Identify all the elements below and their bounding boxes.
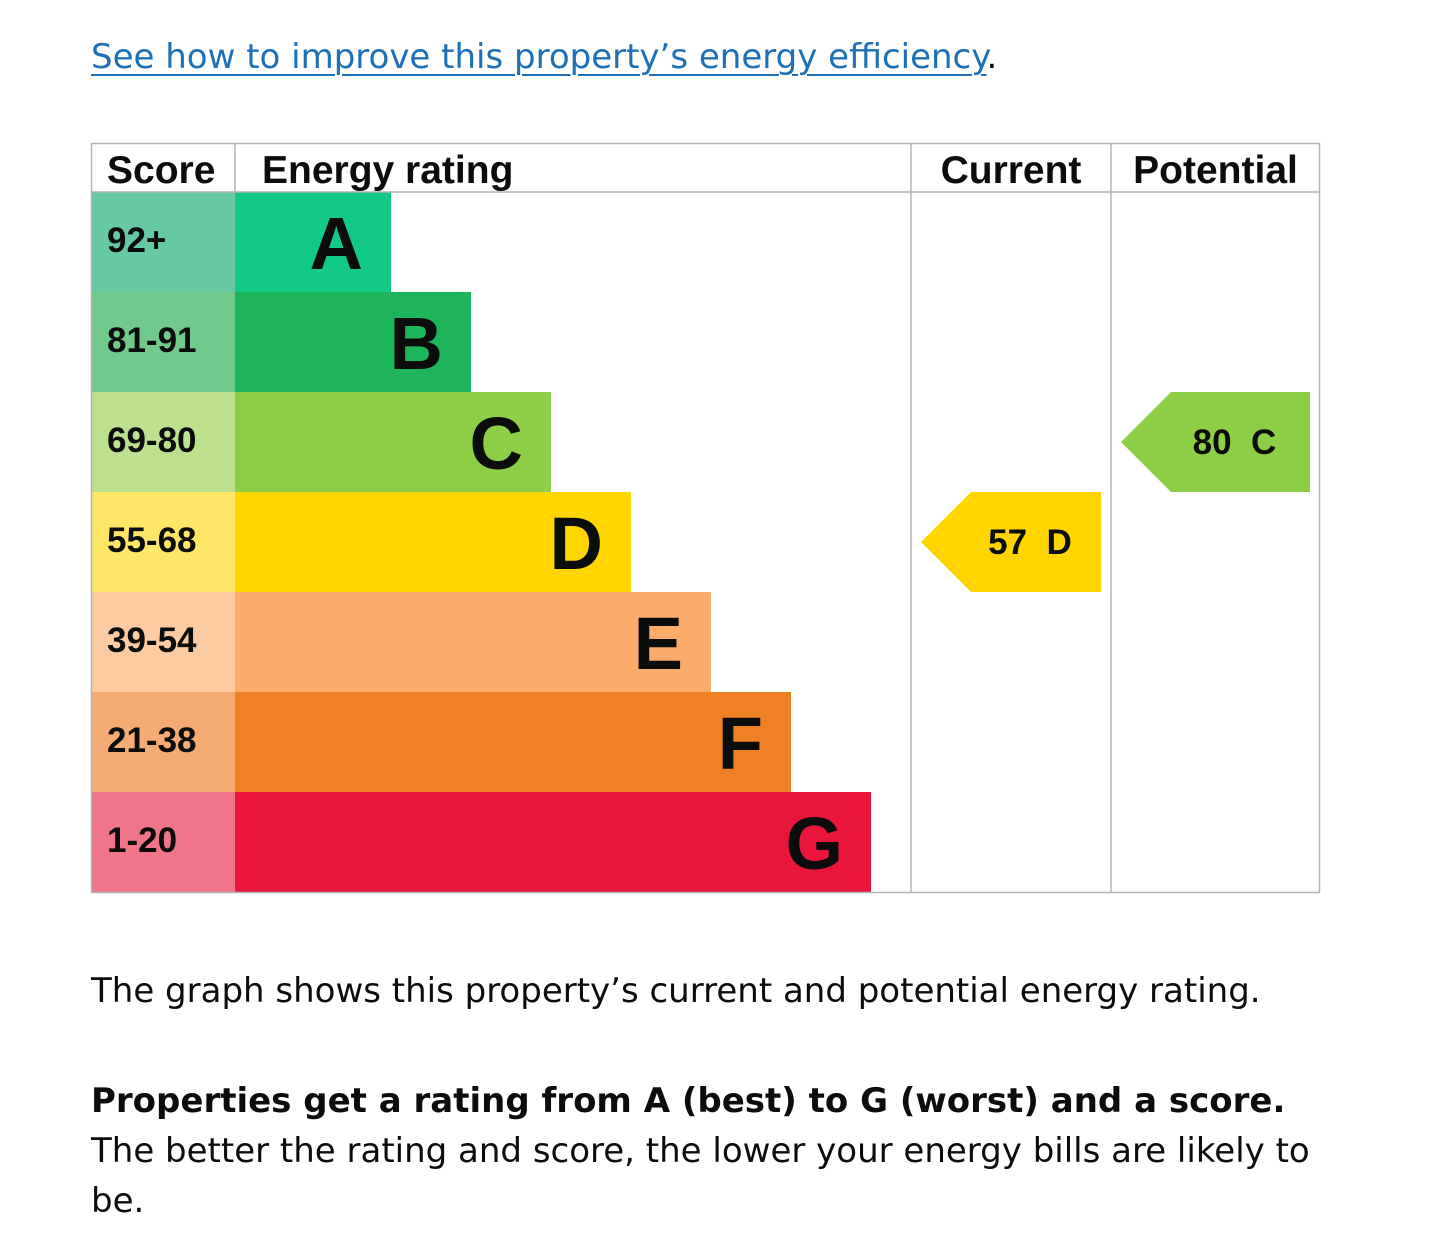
epc-chart: Score Energy rating Current Potential 92+ A 81… [90,142,1321,894]
rating-summary-bold: Properties get a rating from A (best) to… [91,1081,1286,1121]
potential-rating-label: 80 C [1193,423,1277,462]
score-cell-e [91,592,235,692]
score-cell-f [91,692,235,792]
rating-letter-f: F [718,702,763,785]
score-range-e: 39-54 [107,621,197,660]
rating-letter-a: A [310,202,363,285]
chart-caption: The graph shows this property’s current … [91,971,1261,1011]
header-energy-rating: Energy rating [262,149,513,192]
chart-border [90,142,1321,894]
score-range-g: 1-20 [107,821,177,860]
score-range-d: 55-68 [107,521,197,560]
header-potential: Potential [1133,149,1298,192]
rating-summary: Properties get a rating from A (best) to… [91,1076,1331,1226]
score-cell-d [91,492,235,592]
current-rating-pointer [921,492,1101,592]
current-rating-label: 57 D [988,523,1072,562]
rating-bar-c [235,392,551,492]
rating-bar-e [235,592,711,692]
improve-link-suffix: . [986,37,998,77]
rating-letter-e: E [634,602,683,685]
header-score: Score [107,149,215,192]
rating-letter-d: D [550,502,603,585]
score-cell-c [91,392,235,492]
rating-bar-b [235,292,471,392]
header-current: Current [941,149,1082,192]
score-cell-b [91,292,235,392]
improve-efficiency-line: See how to improve this property’s energ… [91,34,997,80]
rating-letter-c: C [470,402,523,485]
rating-bar-a [235,192,391,292]
rating-letter-b: B [390,302,443,385]
rating-bar-d [235,492,631,592]
improve-efficiency-link[interactable]: See how to improve this property’s energ… [91,37,987,77]
rating-bar-f [235,692,791,792]
score-range-b: 81-91 [107,321,197,360]
score-range-f: 21-38 [107,721,197,760]
score-range-a: 92+ [107,221,166,260]
potential-rating-pointer [1121,392,1310,492]
score-range-c: 69-80 [107,421,197,460]
rating-bar-g [235,792,871,892]
score-cell-a [91,192,235,292]
score-cell-g [91,792,235,892]
rating-letter-g: G [785,802,843,885]
rating-summary-rest: The better the rating and score, the low… [91,1131,1310,1221]
